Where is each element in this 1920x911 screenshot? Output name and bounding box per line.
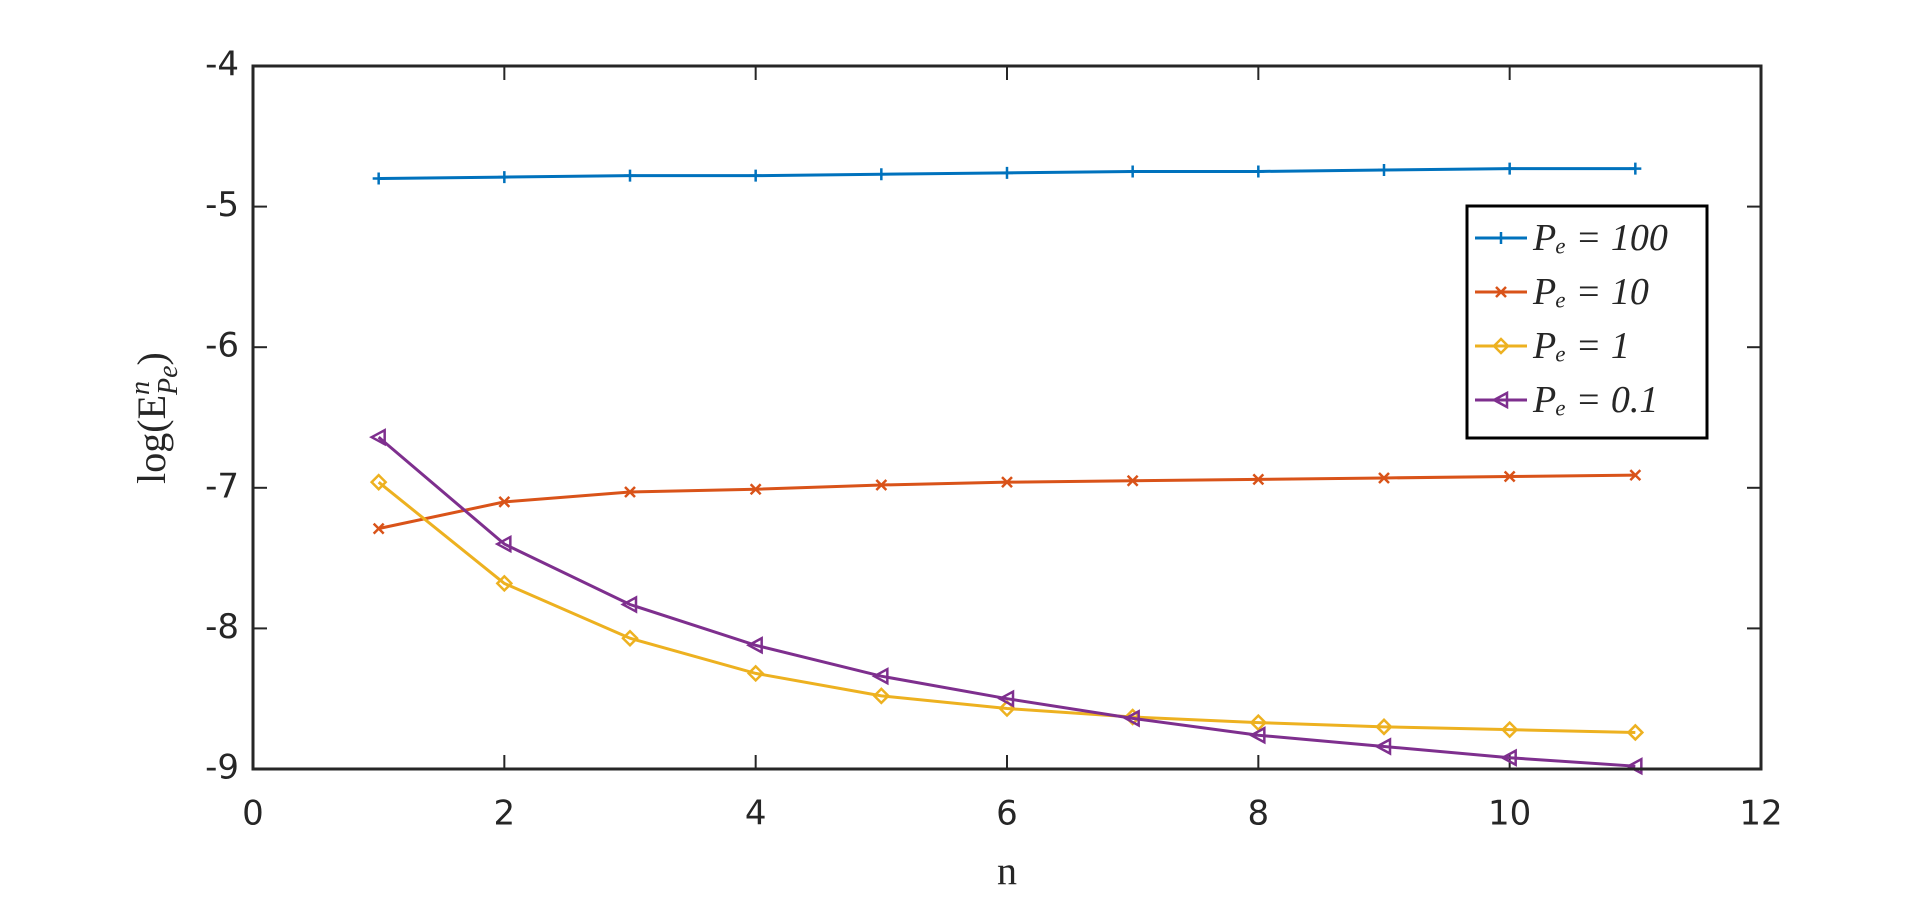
legend-label: Pₑ = 10 <box>1532 271 1649 313</box>
marker <box>369 428 386 447</box>
marker <box>1252 165 1265 178</box>
y-tick-label: -9 <box>205 748 239 788</box>
marker <box>875 168 888 181</box>
marker <box>495 574 514 593</box>
marker <box>621 629 639 648</box>
marker <box>1500 720 1519 739</box>
y-tick-label: -4 <box>205 45 239 85</box>
marker <box>1375 718 1393 736</box>
y-label-sup: n <box>125 381 156 395</box>
axes-box <box>251 64 1763 771</box>
marker <box>1495 286 1507 298</box>
marker <box>1626 723 1645 742</box>
marker <box>1491 390 1509 410</box>
marker <box>871 667 889 686</box>
marker <box>1500 748 1517 767</box>
y-label-close: ) <box>129 352 174 365</box>
marker <box>875 479 888 491</box>
x-tick-label: 12 <box>1739 794 1782 834</box>
marker <box>1378 472 1390 484</box>
x-tick-label: 10 <box>1488 794 1531 834</box>
marker <box>746 664 765 683</box>
y-axis-label: log(EnPe) <box>125 352 184 484</box>
y-label-base: log(E <box>129 395 174 484</box>
marker <box>372 172 385 185</box>
marker <box>749 483 762 496</box>
marker <box>1249 713 1268 732</box>
legend-label: Pₑ = 1 <box>1532 325 1630 367</box>
marker <box>1503 162 1516 175</box>
marker <box>1123 708 1142 726</box>
marker <box>624 169 636 182</box>
marker <box>1001 166 1013 179</box>
y-tick-label: -5 <box>205 185 239 225</box>
legend-label: Pₑ = 100 <box>1532 217 1668 259</box>
marker <box>872 687 891 705</box>
y-tick-label: -7 <box>205 466 239 506</box>
x-tick-label: 4 <box>745 794 767 834</box>
marker <box>1629 469 1642 482</box>
marker <box>746 636 763 655</box>
legend-label: Pₑ = 0.1 <box>1532 379 1658 421</box>
marker <box>1495 232 1507 244</box>
x-tick-label: 2 <box>494 794 516 834</box>
y-tick-label: -8 <box>205 607 239 647</box>
marker <box>1378 164 1390 177</box>
marker <box>369 473 388 491</box>
marker <box>372 522 385 535</box>
marker <box>1123 709 1140 728</box>
marker <box>1126 165 1139 178</box>
marker <box>498 495 511 508</box>
marker <box>749 169 762 182</box>
x-tick-label: 6 <box>996 794 1018 834</box>
series-line <box>377 481 1636 734</box>
marker <box>1248 726 1266 745</box>
x-tick-label: 8 <box>1248 794 1270 834</box>
marker <box>1503 470 1516 483</box>
marker <box>1126 474 1139 487</box>
marker <box>997 689 1015 708</box>
marker <box>494 534 512 554</box>
marker <box>1374 737 1392 756</box>
marker <box>624 486 636 498</box>
y-label-sub: Pe <box>153 365 184 396</box>
x-tick-label: 0 <box>242 794 264 834</box>
marker <box>1629 162 1642 175</box>
marker <box>1492 337 1510 355</box>
marker <box>498 171 511 184</box>
series-line <box>377 436 1636 768</box>
marker <box>620 595 638 614</box>
marker <box>1001 476 1013 489</box>
marker <box>1252 473 1265 486</box>
y-tick-label: -6 <box>205 326 239 366</box>
x-axis-label: n <box>997 848 1017 893</box>
